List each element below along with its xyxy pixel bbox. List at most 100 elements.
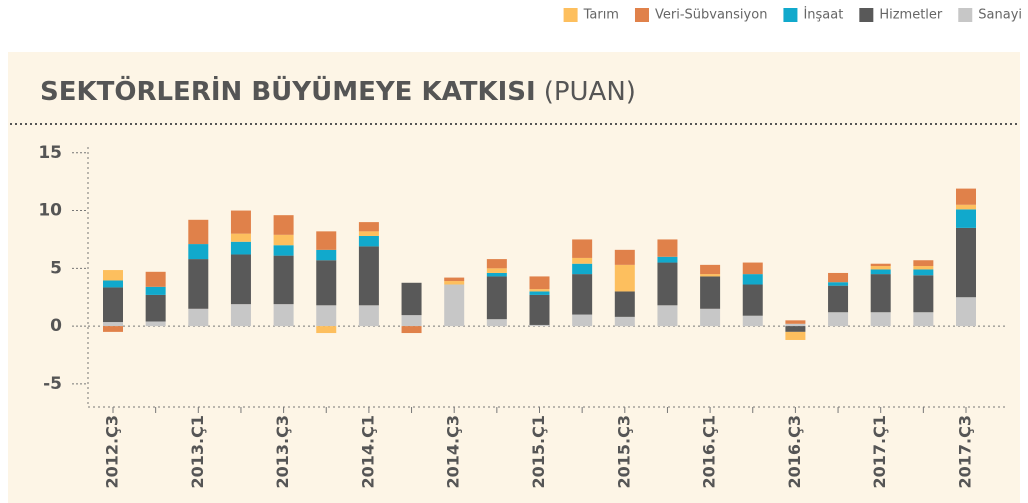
bar-segment [572, 263, 593, 275]
bar-segment [486, 268, 507, 273]
bar-segment [614, 249, 635, 265]
bar-segment [273, 255, 294, 305]
bar-segment [103, 326, 123, 332]
bar-segment [700, 264, 721, 275]
bar-segment [358, 246, 379, 306]
bar-segment [486, 276, 507, 320]
bar-segment [657, 256, 678, 263]
legend-label: Veri-Sübvansiyon [655, 8, 767, 23]
bar-segment [188, 259, 209, 309]
bar-segment [657, 239, 678, 257]
bar-segment [230, 210, 251, 234]
bar-segment [316, 249, 337, 261]
bar-segment [230, 304, 251, 327]
bar-segment [870, 312, 891, 327]
bar-segment [444, 281, 465, 285]
bar-segment [742, 284, 763, 316]
bar-segment [614, 316, 635, 327]
bar-segment [444, 284, 465, 327]
bar-segment [785, 331, 806, 340]
bar-segment [273, 245, 294, 256]
bar-segment [956, 227, 976, 298]
bar-segment [316, 260, 337, 306]
bar-segment [273, 215, 294, 235]
legend: Sanayi Hizmetler İnşaat Veri-Sübvansiyon Tar… [563, 7, 1022, 23]
y-tick-label: 5 [50, 258, 62, 278]
legend-swatch [783, 8, 798, 22]
bar-segment [870, 266, 891, 270]
bar-segment [316, 326, 337, 334]
bar-segment [700, 308, 721, 327]
bar-segment [572, 239, 593, 258]
chart-title: SEKTÖRLERİN BÜYÜMEYE KATKISI (PUAN) [40, 74, 636, 107]
x-tick-label: 2013.Ç3 [273, 415, 292, 488]
bar-segment [572, 257, 593, 264]
bar-segment [188, 244, 209, 260]
bar-segment [913, 266, 934, 270]
legend-label: Tarım [583, 8, 619, 23]
bar-segment [742, 315, 763, 327]
bar-segment [529, 289, 550, 292]
bar-segment [657, 305, 678, 327]
title: SEKTÖRLERİN BÜYÜMEYE KATKISI [40, 74, 536, 107]
bar-segment [828, 312, 849, 327]
bar-segment [913, 260, 934, 267]
legend-label: Hizmetler [879, 8, 943, 23]
bar-segment [230, 241, 251, 255]
x-tick-label: 2014.Ç3 [444, 415, 463, 488]
bar-segment [358, 305, 379, 327]
bar-segment [358, 222, 379, 232]
bar-segment [103, 270, 123, 281]
bar-segment [358, 235, 379, 247]
x-tick-label: 2017.Ç3 [956, 415, 975, 488]
y-tick-label: -5 [43, 374, 62, 394]
bar-segment [401, 315, 422, 327]
bar-segment [529, 294, 550, 325]
x-tick-label: 2016.Ç1 [700, 415, 719, 488]
bar-segment [956, 209, 976, 228]
x-tick-label: 2016.Ç3 [785, 415, 804, 488]
bar-segment [273, 234, 294, 246]
bar-segment [529, 324, 550, 327]
bar-segment [230, 233, 251, 242]
bar-segment [486, 319, 507, 327]
bar-segment [956, 188, 976, 205]
bar-segment [486, 259, 507, 269]
bar-segment [785, 320, 806, 324]
bar-segment [273, 304, 294, 327]
bar-segment [614, 291, 635, 317]
panel [8, 52, 1020, 503]
legend-swatch [958, 8, 973, 22]
x-tick-label: 2017.Ç1 [870, 415, 889, 488]
bar-segment [444, 277, 465, 282]
legend-swatch [859, 8, 874, 22]
bar-segment [401, 326, 422, 334]
bar-segment [358, 231, 379, 236]
bar-segment [742, 262, 763, 275]
bar-segment [572, 314, 593, 327]
bar-segment [316, 231, 337, 250]
bar-segment [870, 274, 891, 313]
x-tick-label: 2015.Ç1 [529, 415, 548, 488]
bar-segment [870, 263, 891, 267]
legend-label: Sanayi [978, 8, 1022, 23]
bar-segment [145, 286, 166, 295]
legend-label: İnşaat [803, 7, 843, 23]
bar-segment [103, 322, 123, 327]
bar-segment [828, 282, 849, 286]
bar-segment [103, 280, 123, 288]
bar-segment [913, 269, 934, 276]
bar-segment [785, 326, 806, 332]
bar-segment [145, 294, 166, 322]
y-tick-label: 10 [38, 201, 62, 221]
bar-segment [103, 287, 123, 323]
bar-segment [785, 323, 806, 327]
bar-segment [486, 272, 507, 277]
bar-segment [188, 219, 209, 245]
bar-segment [742, 274, 763, 285]
bar-segment [956, 204, 976, 210]
bar-segment [614, 264, 635, 292]
y-tick-label: 0 [50, 316, 62, 336]
bar-segment [529, 291, 550, 295]
